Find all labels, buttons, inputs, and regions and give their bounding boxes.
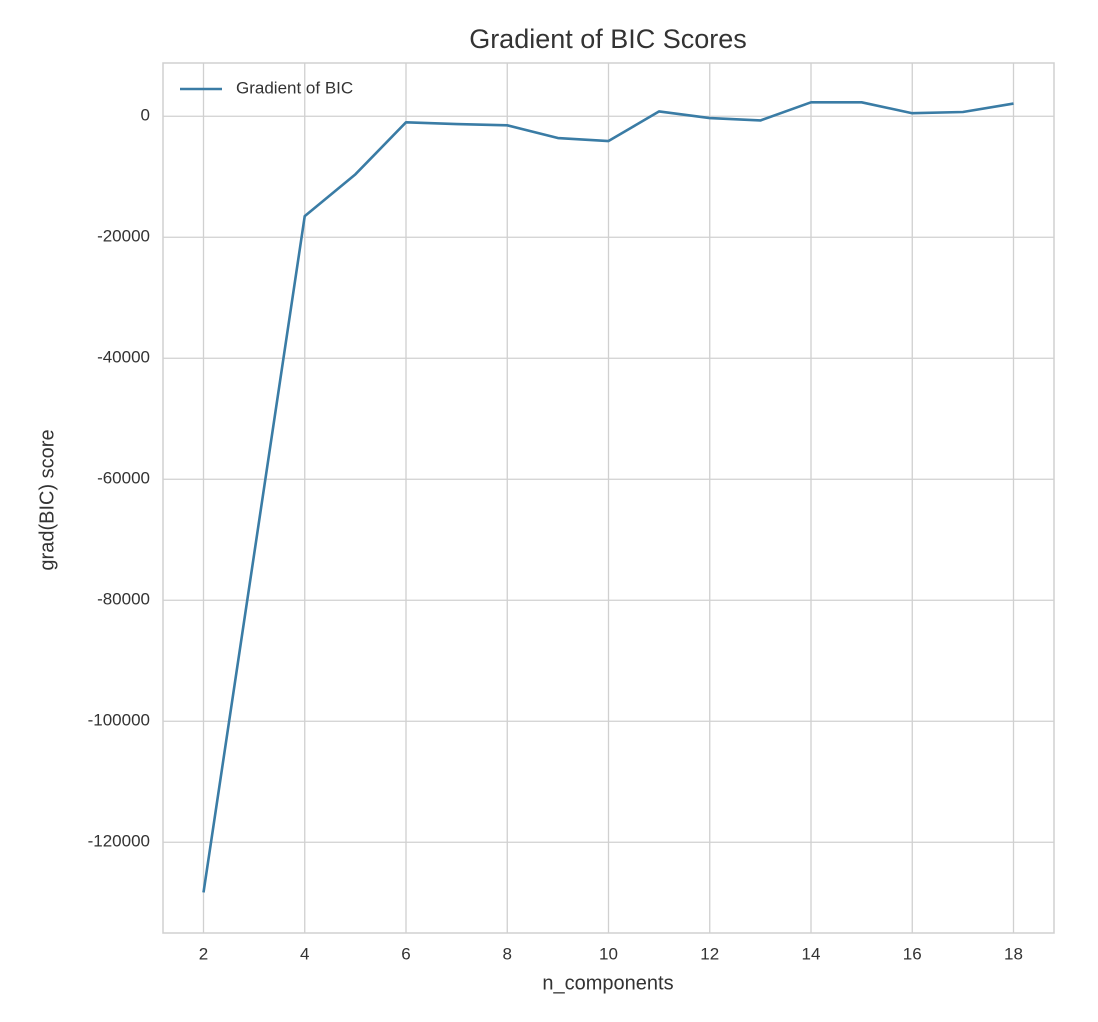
chart-title: Gradient of BIC Scores bbox=[469, 24, 747, 54]
y-tick-label: -20000 bbox=[97, 227, 150, 246]
y-axis-label: grad(BIC) score bbox=[36, 429, 58, 570]
legend-label: Gradient of BIC bbox=[236, 78, 353, 97]
x-tick-label: 8 bbox=[503, 944, 512, 963]
y-tick-label: 0 bbox=[141, 106, 150, 125]
y-tick-label: -100000 bbox=[88, 711, 150, 730]
y-tick-label: -40000 bbox=[97, 348, 150, 367]
x-tick-label: 16 bbox=[903, 944, 922, 963]
data-line bbox=[202, 101, 1014, 893]
x-tick-label: 2 bbox=[199, 944, 208, 963]
x-tick-label: 14 bbox=[802, 944, 821, 963]
x-tick-label: 18 bbox=[1004, 944, 1023, 963]
y-tick-label: -120000 bbox=[88, 832, 150, 851]
y-tick-label: -80000 bbox=[97, 590, 150, 609]
x-axis-label: n_components bbox=[542, 972, 673, 994]
y-tick-label: -60000 bbox=[97, 469, 150, 488]
x-tick-label: 6 bbox=[401, 944, 410, 963]
x-tick-label: 4 bbox=[300, 944, 309, 963]
plot-frame bbox=[162, 62, 1055, 934]
x-tick-label: 10 bbox=[599, 944, 618, 963]
x-tick-label: 12 bbox=[700, 944, 719, 963]
